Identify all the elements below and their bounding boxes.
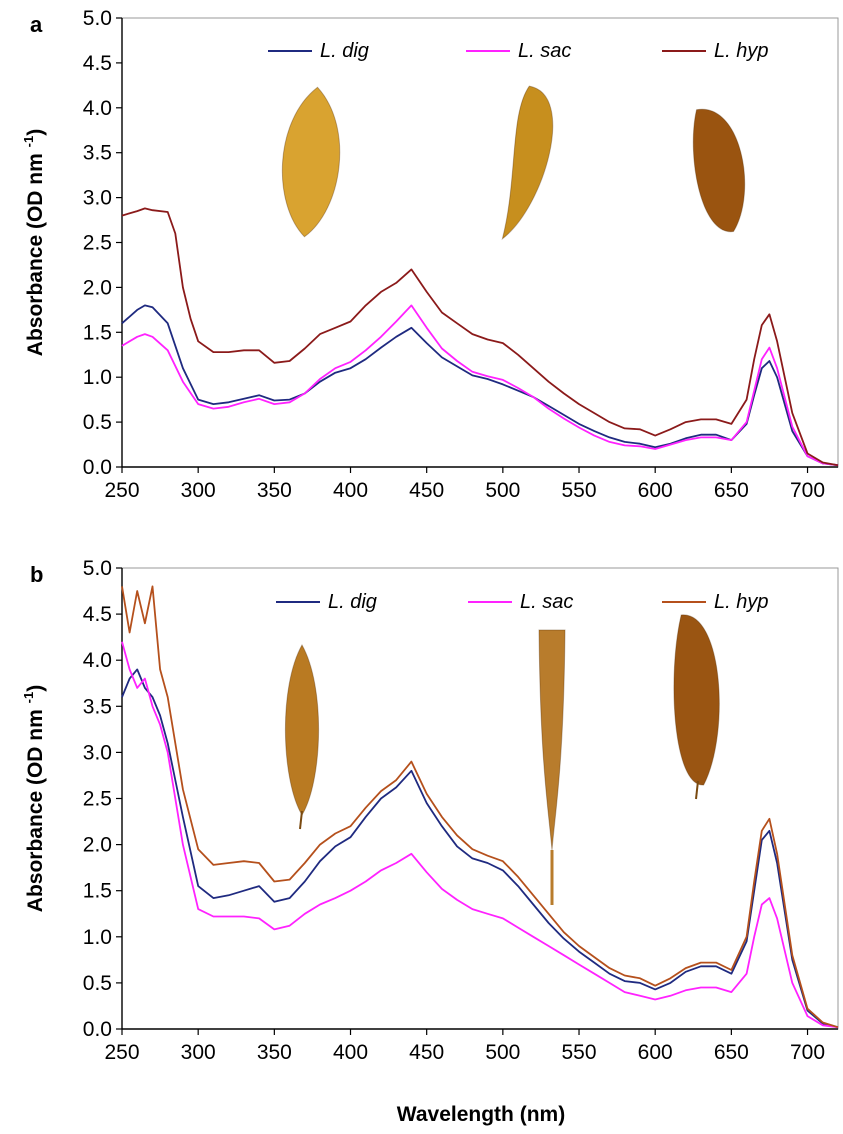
x-tick-label: 250 xyxy=(104,479,139,502)
x-tick-label: 500 xyxy=(485,479,520,502)
x-tick-label: 650 xyxy=(714,479,749,502)
legend-label: L. hyp xyxy=(714,591,768,613)
y-tick-label: 3.0 xyxy=(83,187,112,210)
series-line-lhyp xyxy=(121,207,839,467)
legend-label: L. sac xyxy=(518,40,571,62)
x-tick-label: 400 xyxy=(333,1041,368,1064)
seaweed-blade-image xyxy=(501,85,554,241)
plot-frame xyxy=(121,567,839,1030)
series-line-ldig xyxy=(121,304,839,467)
y-tick-label: 2.0 xyxy=(83,834,112,857)
legend-label: L. dig xyxy=(328,591,377,613)
x-tick-label: 600 xyxy=(638,1041,673,1064)
x-axis-title: Wavelength (nm) xyxy=(397,1103,565,1126)
legend-label: L. sac xyxy=(520,591,573,613)
x-tick-label: 350 xyxy=(257,1041,292,1064)
series-line-lsac xyxy=(121,641,839,1029)
y-tick-label: 3.5 xyxy=(83,142,112,165)
x-tick-label: 600 xyxy=(638,479,673,502)
series-line-lhyp xyxy=(121,585,839,1029)
y-tick-label: 0.5 xyxy=(83,972,112,995)
y-tick-label: 5.0 xyxy=(83,7,112,30)
panel-a-chart: a 0.0 0.5 1.0 1.5 2.0 2.5 3.0 3.5 4.0 4.5 5.0 250 300… xyxy=(21,7,839,502)
y-tick-label: 4.5 xyxy=(83,52,112,75)
seaweed-blade-image xyxy=(692,108,746,233)
seaweed-blade-image xyxy=(673,614,720,800)
y-tick-label: 2.5 xyxy=(83,232,112,255)
x-tick-label: 400 xyxy=(333,479,368,502)
x-tick-label: 350 xyxy=(257,479,292,502)
y-tick-label: 0.0 xyxy=(83,456,112,479)
seaweed-blade-image xyxy=(538,629,566,905)
y-tick-label: 0.0 xyxy=(83,1018,112,1041)
x-tick-label: 300 xyxy=(181,1041,216,1064)
seaweed-blade-image xyxy=(281,86,341,238)
y-tick-label: 2.5 xyxy=(83,788,112,811)
legend-label: L. hyp xyxy=(714,40,768,62)
y-axis-title: Absorbance (OD nm -1) xyxy=(21,129,47,356)
x-tick-label: 250 xyxy=(104,1041,139,1064)
y-tick-label: 4.0 xyxy=(83,97,112,120)
y-tick-label: 1.5 xyxy=(83,321,112,344)
y-tick-label: 3.0 xyxy=(83,741,112,764)
x-tick-label: 650 xyxy=(714,1041,749,1064)
x-tick-label: 550 xyxy=(561,479,596,502)
x-tick-label: 700 xyxy=(790,1041,825,1064)
y-tick-label: 0.5 xyxy=(83,411,112,434)
y-tick-label: 4.0 xyxy=(83,649,112,672)
y-tick-label: 4.5 xyxy=(83,603,112,626)
series-line-lsac xyxy=(121,304,839,467)
y-tick-label: 1.0 xyxy=(83,926,112,949)
x-tick-label: 450 xyxy=(409,479,444,502)
y-tick-label: 5.0 xyxy=(83,557,112,580)
seaweed-blade-image xyxy=(284,643,320,830)
x-tick-label: 300 xyxy=(181,479,216,502)
plot-frame xyxy=(121,17,839,468)
x-tick-label: 500 xyxy=(485,1041,520,1064)
series-line-ldig xyxy=(121,668,839,1029)
x-tick-label: 550 xyxy=(561,1041,596,1064)
panel-label: b xyxy=(30,562,43,587)
y-axis-title: Absorbance (OD nm -1) xyxy=(21,685,47,912)
x-tick-label: 700 xyxy=(790,479,825,502)
legend-label: L. dig xyxy=(320,40,369,62)
panel-label: a xyxy=(30,12,43,37)
y-tick-label: 2.0 xyxy=(83,276,112,299)
panel-b-chart: b 0.0 0.5 1.0 1.5 2.0 2.5 3.0 3.5 4.0 4.5 5.0 250 300… xyxy=(21,557,839,1064)
y-tick-label: 1.5 xyxy=(83,880,112,903)
y-tick-label: 3.5 xyxy=(83,695,112,718)
y-tick-label: 1.0 xyxy=(83,366,112,389)
x-tick-label: 450 xyxy=(409,1041,444,1064)
